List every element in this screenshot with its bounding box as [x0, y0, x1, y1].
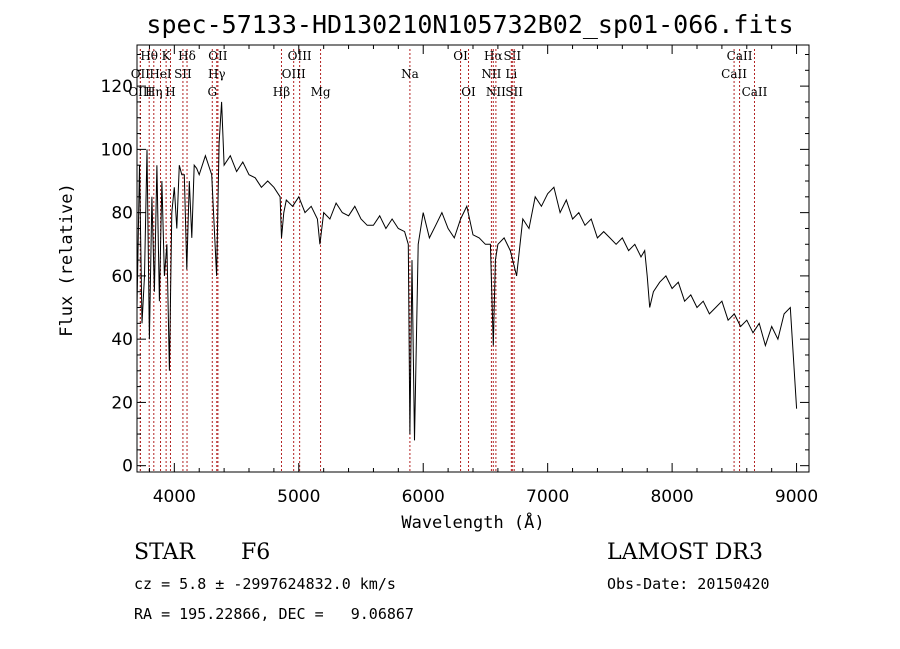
y-tick-label: 40: [111, 330, 133, 350]
x-tick-label: 9000: [775, 487, 818, 507]
line-marker-label: OI: [461, 85, 476, 99]
redshift-text: cz = 5.8 ± -2997624832.0 km/s: [134, 575, 396, 593]
x-axis-label: Wavelength (Å): [401, 511, 544, 533]
line-marker-label: SII: [505, 85, 523, 99]
line-marker-label: G: [207, 85, 217, 99]
survey-name: LAMOST DR3: [607, 540, 763, 565]
y-tick-label: 80: [111, 204, 133, 224]
line-marker-label: OI: [453, 49, 468, 63]
line-marker-label: OIII: [282, 67, 306, 81]
plot-area: [136, 101, 798, 441]
line-marker-label: SII: [503, 49, 521, 63]
line-marker-label: OIII: [128, 85, 152, 99]
line-marker-label: OIII: [288, 49, 312, 63]
object-subclass: F6: [241, 540, 270, 565]
obs-date: Obs-Date: 20150420: [607, 575, 770, 593]
y-tick-label: 0: [122, 457, 133, 477]
object-class: STAR: [134, 540, 196, 565]
line-marker-label: Li: [505, 67, 517, 81]
line-marker-label: CaII: [742, 85, 768, 99]
plot-frame: [136, 44, 810, 473]
spectrum-line: [136, 101, 798, 441]
line-marker-label: Mg: [311, 85, 331, 99]
y-tick-label: 120: [101, 77, 133, 97]
x-tick-label: 6000: [402, 487, 445, 507]
line-marker-label: HeI: [149, 67, 172, 81]
line-marker-label: CaII: [721, 67, 747, 81]
y-tick-label: 100: [101, 140, 133, 160]
line-marker-label: Hα: [484, 49, 503, 63]
x-tick-label: 7000: [526, 487, 569, 507]
y-tick-label: 60: [111, 267, 133, 287]
y-axis-label: Flux (relative): [57, 183, 77, 337]
line-marker-label: Hη: [145, 85, 163, 99]
line-marker-label: Hδ: [178, 49, 196, 63]
x-tick-label: 4000: [153, 487, 196, 507]
line-marker-label: Na: [401, 67, 419, 81]
line-marker-label: K: [162, 49, 172, 63]
x-tick-label: 8000: [650, 487, 693, 507]
line-marker-label: H: [165, 85, 175, 99]
line-marker-label: Hβ: [273, 85, 290, 99]
y-axis: 0 20 40 60 80 100 120: [101, 53, 809, 477]
line-marker-label: Hθ: [140, 49, 158, 63]
line-marker-label: OII: [208, 49, 228, 63]
line-marker-label: NII: [486, 85, 506, 99]
line-marker-label: SII: [174, 67, 192, 81]
ra-dec: RA = 195.22866, DEC = 9.06867: [134, 605, 414, 623]
y-tick-label: 20: [111, 393, 133, 413]
line-marker-label: CaII: [727, 49, 753, 63]
line-marker-label: Hγ: [208, 67, 226, 81]
chart-title: spec-57133-HD130210N105732B02_sp01-066.f…: [146, 10, 793, 39]
x-tick-label: 5000: [277, 487, 320, 507]
x-axis: 4000 5000 6000 7000 8000 9000: [148, 45, 818, 507]
line-marker-label: NII: [481, 67, 501, 81]
